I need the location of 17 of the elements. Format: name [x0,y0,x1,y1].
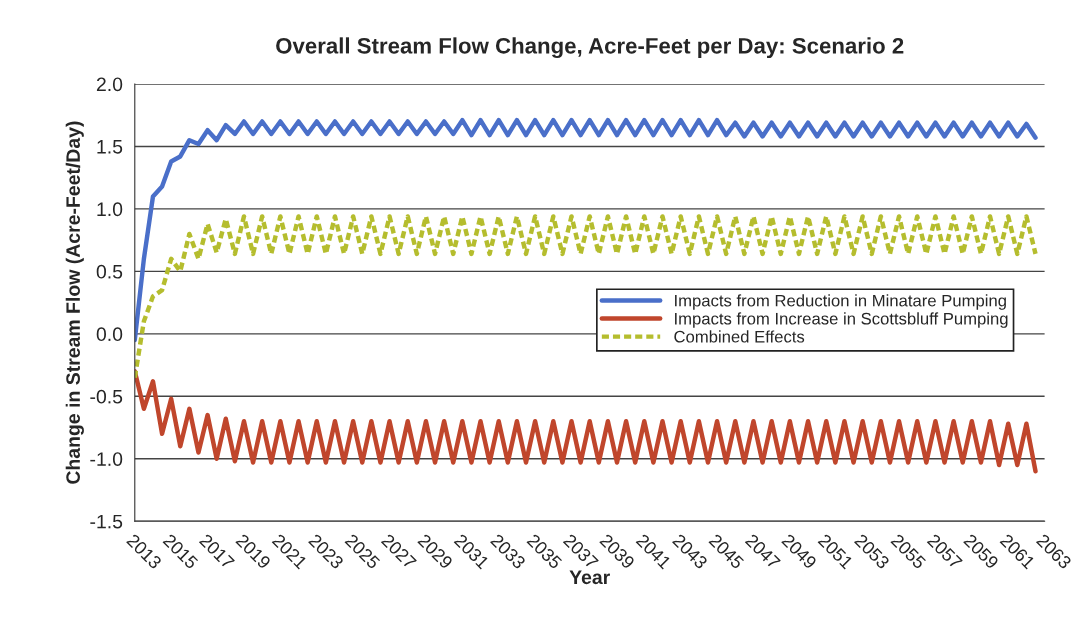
chart-title: Overall Stream Flow Change, Acre-Feet per Day: Scenario 2 [276,37,904,59]
y-tick-label: -1.5 [90,514,123,529]
y-tick-label: -0.5 [90,389,123,404]
y-tick-label: -1.0 [90,452,123,467]
y-tick-label: 0.0 [96,327,123,342]
y-tick-label: 1.5 [97,140,123,154]
legend-label: Combined Effects [674,330,805,343]
line-series [134,369,1038,474]
y-tick-label: 0.5 [96,264,123,279]
legend-label: Impacts from Increase in Scottsbluff Pumping [675,312,1008,328]
y-tick-label: 2.0 [96,77,123,92]
line-series [134,117,1038,343]
y-tick-label: 1.0 [97,202,123,217]
line-series [134,214,1038,380]
x-axis-title: Year [569,570,610,585]
y-axis-title: Change in Stream Flow (Acre-Feet/Day) [65,121,84,484]
legend-label: Impacts from Reduction in Minatare Pumping [675,294,1006,310]
